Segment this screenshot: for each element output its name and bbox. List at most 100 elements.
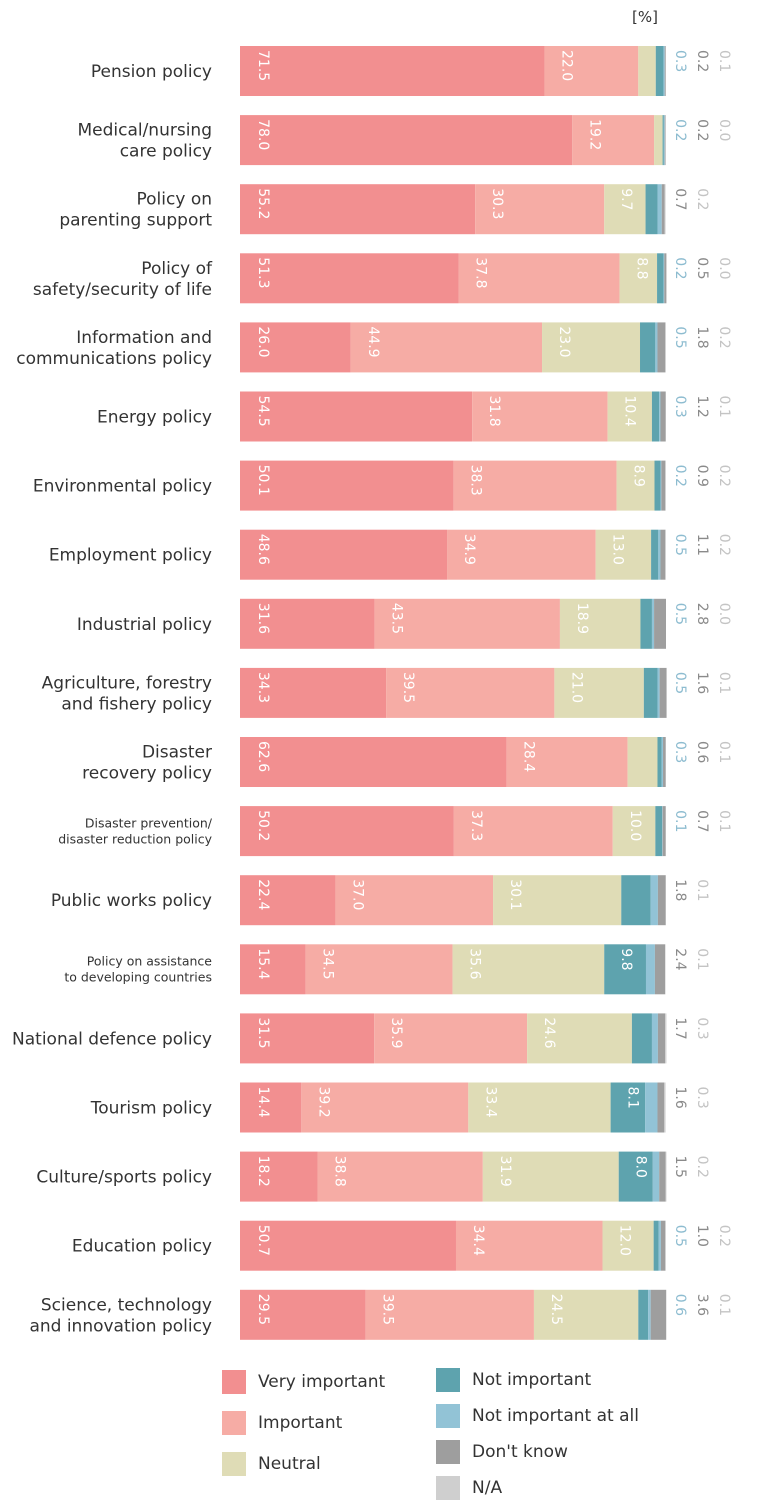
bar-segment [447, 529, 596, 580]
category-label: Environmental policy [33, 477, 212, 497]
bar-segment [650, 875, 658, 926]
bar-segment [386, 667, 555, 718]
bar-segment [554, 667, 644, 718]
legend-item: Important [222, 1411, 342, 1435]
bar-segment [317, 1151, 483, 1202]
data-label: 22.0 [559, 50, 575, 81]
bar-segment [240, 529, 448, 580]
outside-data-label: 0.3 [694, 1017, 710, 1039]
data-label: 62.6 [255, 741, 271, 772]
bar-segment [655, 806, 663, 857]
category-label: Medical/nursing care policy [77, 121, 212, 162]
data-label: 34.4 [470, 1225, 486, 1256]
data-label: 28.4 [521, 741, 537, 772]
category-label: Policy of safety/security of life [33, 259, 213, 300]
category-label: Public works policy [51, 891, 212, 911]
outside-data-label: 0.2 [716, 465, 732, 487]
category-label: National defence policy [12, 1029, 212, 1049]
data-label: 9.8 [618, 948, 634, 970]
bar-segment [619, 253, 658, 304]
bar-segment [533, 1289, 639, 1340]
bar-segment [654, 598, 666, 649]
outside-data-label: 0.1 [694, 879, 710, 901]
outside-data-label: 0.2 [672, 465, 688, 487]
data-label: 24.6 [541, 1017, 557, 1048]
bar-segment [658, 529, 661, 580]
data-label: 34.3 [255, 672, 271, 703]
bar-segment [631, 1013, 652, 1064]
outside-data-label: 0.2 [694, 119, 710, 141]
bar-segment [350, 322, 543, 373]
legend-label: Important [258, 1413, 343, 1433]
bar-segment [661, 184, 665, 235]
data-label: 35.9 [388, 1017, 404, 1048]
bar-segment [654, 944, 666, 995]
outside-data-label: 1.8 [672, 879, 688, 901]
data-label: 15.4 [255, 948, 271, 979]
data-label: 71.5 [255, 50, 271, 81]
bar-segment [640, 598, 652, 649]
bar-segment [653, 1220, 659, 1271]
legend-label: Neutral [258, 1454, 321, 1474]
outside-data-label: 1.1 [694, 534, 710, 556]
data-label: 13.0 [610, 534, 626, 565]
bar-segment [595, 529, 652, 580]
bar-segment [638, 1289, 649, 1340]
category-label: Employment policy [49, 546, 212, 566]
outside-data-label: 0.0 [716, 119, 732, 141]
bar-segment [657, 875, 666, 926]
outside-data-label: 0.3 [672, 396, 688, 418]
bar-segment [659, 1151, 666, 1202]
bar-segment [663, 46, 665, 96]
data-label: 31.5 [255, 1017, 271, 1048]
bar-segment [665, 1013, 667, 1064]
bar-segment [542, 322, 641, 373]
bar-segment [365, 1289, 534, 1340]
data-label: 9.7 [618, 188, 634, 210]
category-label: Policy on assistance to developing countr… [64, 954, 212, 985]
category-label: Information and communications policy [16, 328, 212, 369]
outside-data-label: 0.0 [716, 603, 732, 625]
bar-segment [559, 598, 641, 649]
data-label: 24.5 [548, 1294, 564, 1325]
bar-segment [663, 737, 666, 787]
bar-segment [240, 1151, 318, 1202]
data-label: 10.4 [622, 396, 638, 427]
data-label: 37.0 [349, 879, 365, 910]
legend-item: Don't know [436, 1440, 568, 1464]
bar-segment [658, 1220, 661, 1271]
outside-data-label: 0.1 [716, 810, 732, 832]
data-label: 38.3 [467, 465, 483, 496]
data-label: 29.5 [255, 1294, 271, 1325]
outside-data-label: 0.6 [672, 1294, 688, 1316]
bar-segment [602, 1220, 654, 1271]
bar-segment [657, 184, 662, 235]
bar-segment [660, 460, 662, 511]
bar-segment [665, 1220, 666, 1271]
data-label: 10.0 [627, 810, 643, 841]
unit-label: [%] [632, 8, 658, 26]
outside-data-label: 0.5 [672, 603, 688, 625]
outside-data-label: 0.2 [716, 326, 732, 348]
bar-segment [664, 46, 666, 96]
bar-segment [240, 391, 473, 442]
bar-segment [616, 460, 655, 511]
data-label: 8.8 [634, 257, 650, 279]
data-label: 19.2 [586, 119, 602, 150]
outside-data-label: 0.5 [672, 326, 688, 348]
bar-segment [240, 1220, 456, 1271]
bar-segment [663, 115, 665, 166]
data-label: 55.2 [255, 188, 271, 219]
bar-segment [472, 391, 608, 442]
bar-segment [665, 1151, 667, 1202]
data-label: 51.3 [255, 257, 271, 288]
data-label: 26.0 [255, 326, 271, 357]
outside-data-label: 0.2 [672, 119, 688, 141]
category-label: Energy policy [97, 407, 212, 427]
bar-segment [655, 46, 664, 96]
bar-segment [664, 184, 666, 235]
data-label: 39.5 [380, 1294, 396, 1325]
bar-segment [654, 460, 661, 511]
outside-data-label: 0.1 [672, 810, 688, 832]
legend-swatch [436, 1476, 460, 1500]
